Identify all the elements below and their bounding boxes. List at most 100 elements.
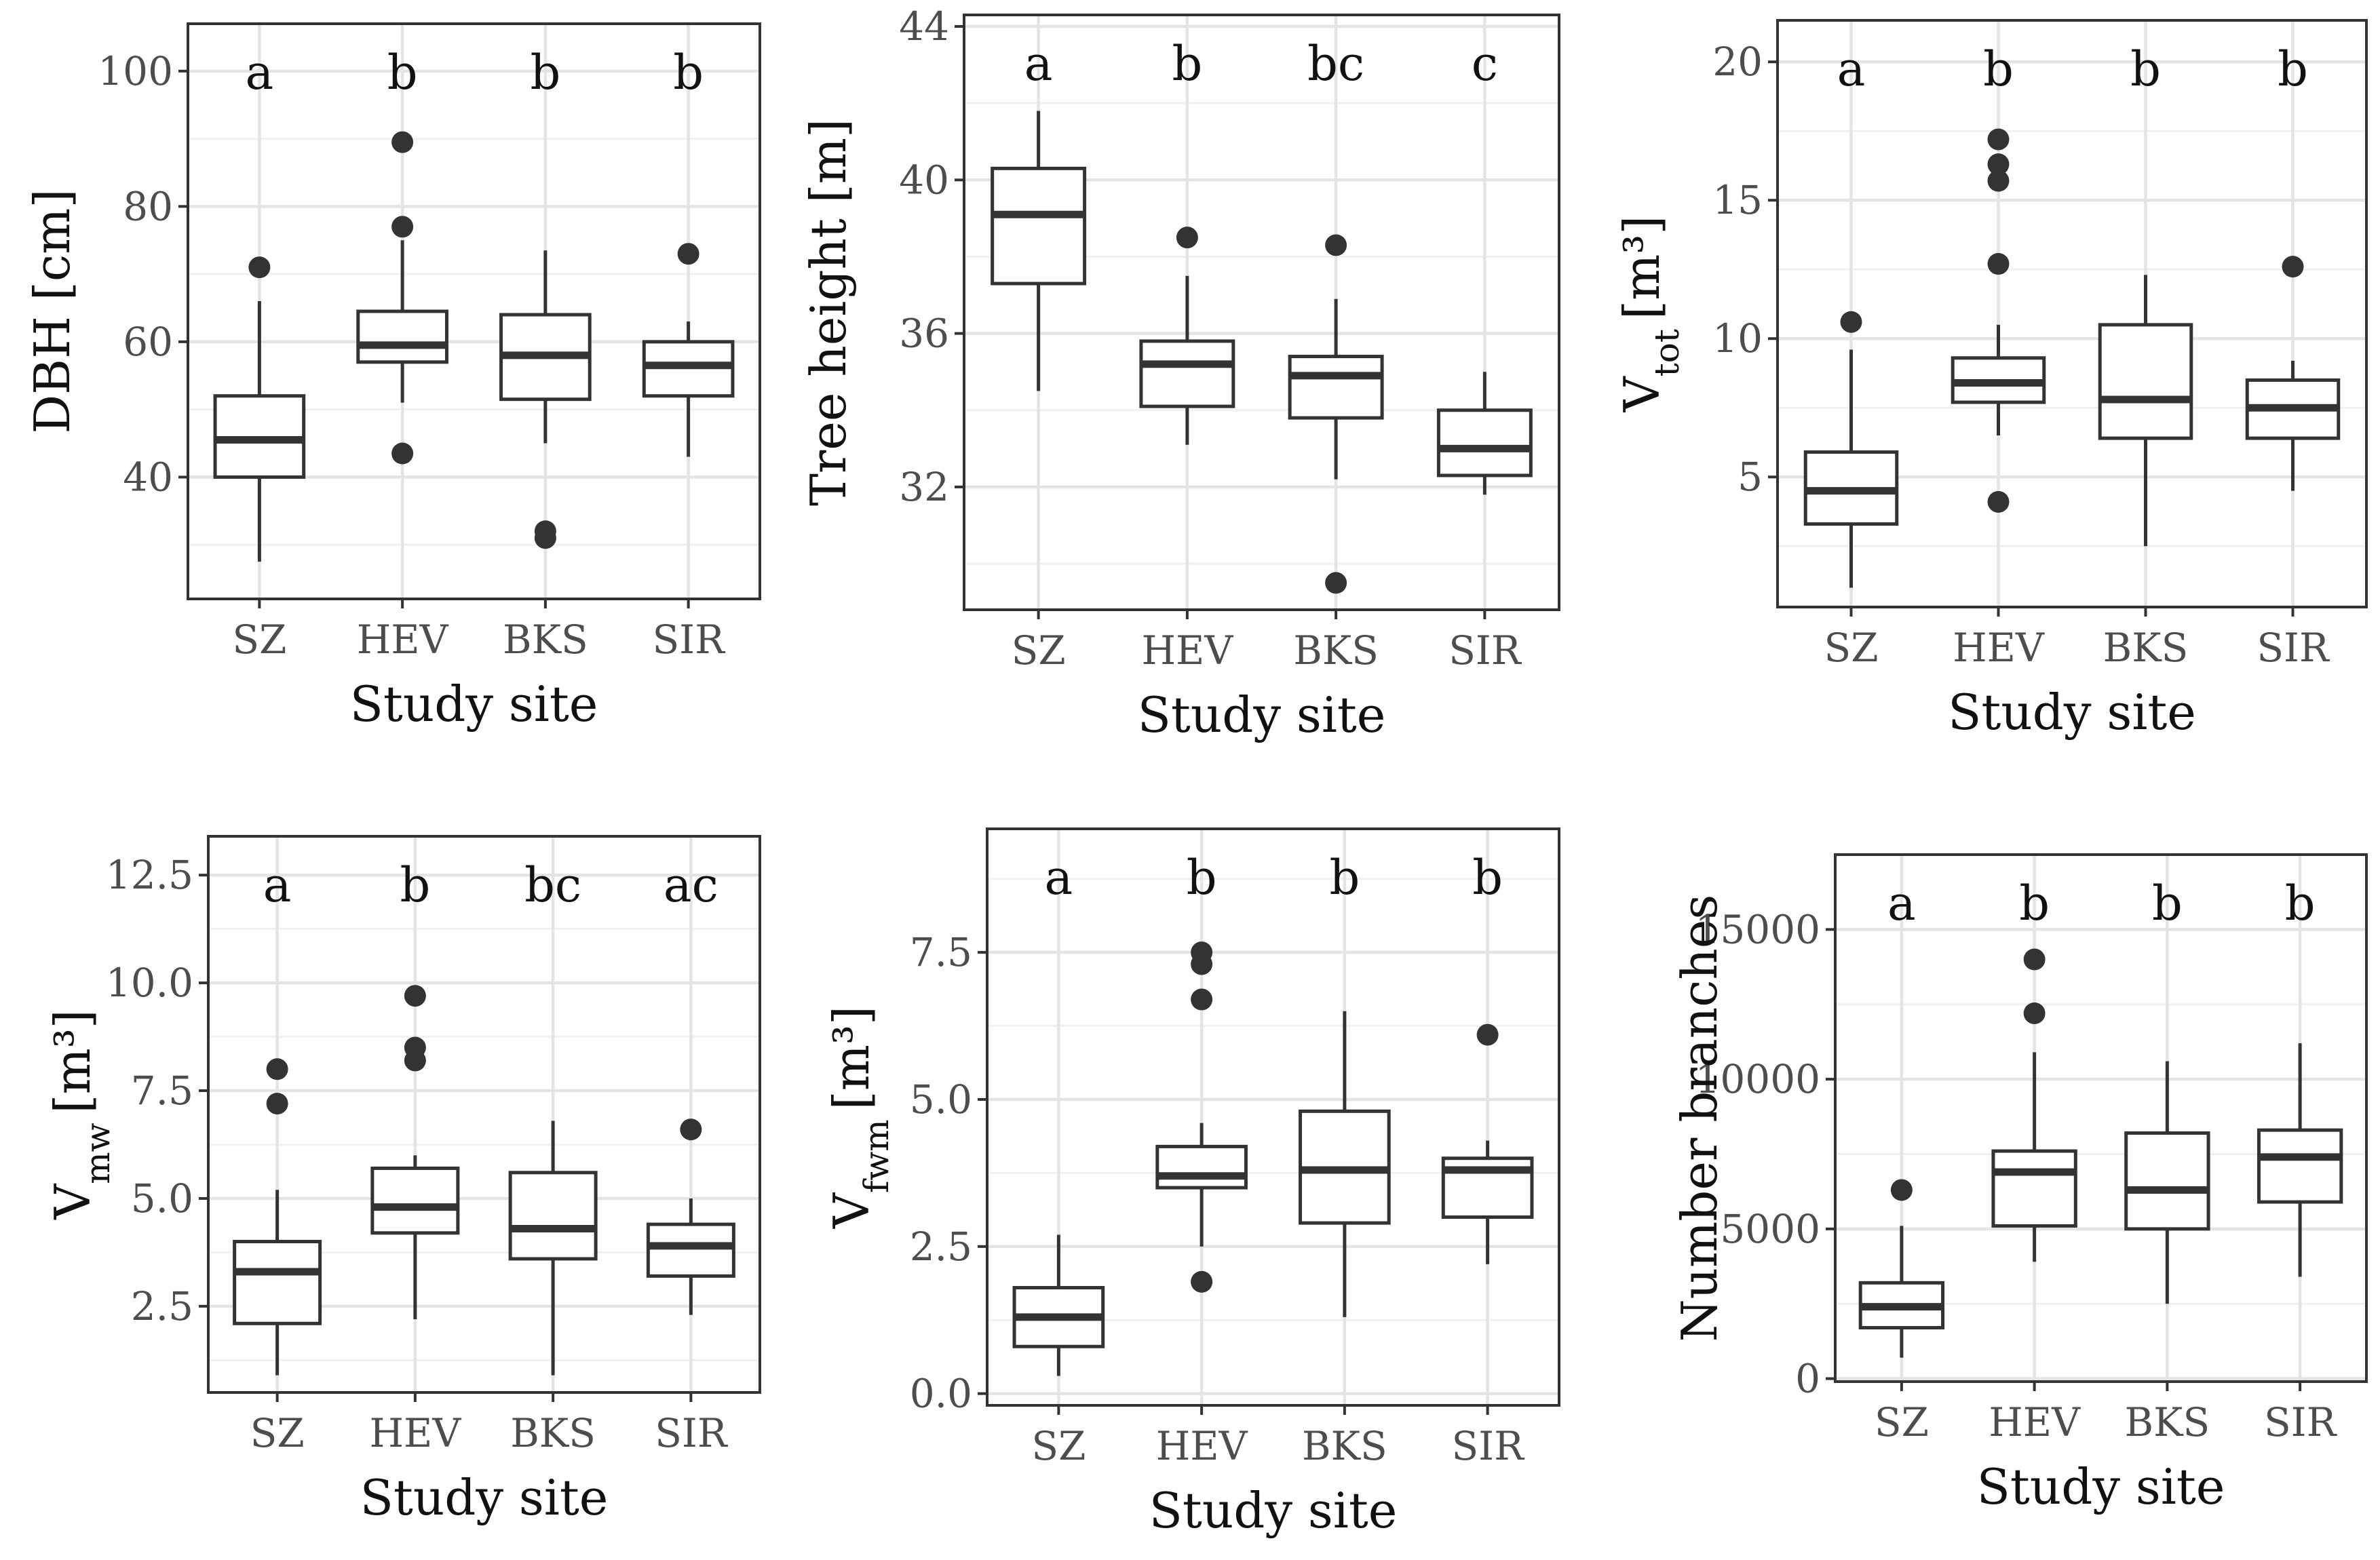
x-tick-label: HEV <box>1141 627 1233 674</box>
iqr-box <box>646 1222 735 1278</box>
significance-letter: b <box>1329 850 1360 905</box>
box-hev <box>1139 227 1235 445</box>
chart-panel-1: a b b b 40 60 80 100 SZ HEV BKS SIR Study site DBH [c… <box>24 22 761 733</box>
y-tick-label: 40 <box>123 454 173 500</box>
significance-letter: b <box>1172 36 1202 92</box>
panel-border <box>187 22 761 600</box>
x-tick-label: SZ <box>1875 1399 1929 1445</box>
outlier-point <box>2023 948 2046 971</box>
y-tick-label: 5 <box>1738 454 1763 500</box>
y-tick-label: 60 <box>123 319 173 365</box>
box-sir <box>2245 256 2341 491</box>
significance-letter: b <box>2152 876 2183 931</box>
panel-background <box>964 15 1559 610</box>
iqr-box <box>508 1171 598 1261</box>
x-tick-label: SZ <box>1824 625 1878 671</box>
y-axis-title-symbol: V <box>1613 375 1670 412</box>
iqr-box <box>2098 323 2193 440</box>
iqr-box <box>2124 1131 2210 1231</box>
y-tick-label: 15000 <box>1695 906 1820 952</box>
outlier-point <box>1325 234 1347 256</box>
box-sir <box>642 243 735 457</box>
panel-border <box>986 827 1560 1407</box>
y-axis-title: DBH [cm] <box>24 189 81 433</box>
chart-panel-3: a b b b 5 10 15 20 SZ HEV BKS SIR Study site Vtot [m³] <box>1613 19 2368 741</box>
y-tick-label: 7.5 <box>910 929 972 975</box>
y-tick-label: 15 <box>1712 177 1763 223</box>
box-sz <box>1803 311 1899 588</box>
chart-panel-6: a b b b 0 5000 10000 15000 SZ HEV BKS SIR Study site… <box>1671 853 2368 1515</box>
significance-letter: bc <box>1307 36 1364 92</box>
y-tick-label: 2.5 <box>910 1224 972 1270</box>
box-bks <box>508 1120 598 1376</box>
y-tick-label: 10 <box>1712 315 1763 362</box>
x-tick-label: SZ <box>1012 627 1066 674</box>
significance-letter: a <box>1887 876 1916 931</box>
iqr-box <box>1991 1149 2077 1228</box>
y-axis-title: Vmw [m³] <box>44 1009 117 1220</box>
y-tick-label: 10.0 <box>106 960 193 1006</box>
significance-letter: b <box>387 45 418 100</box>
y-axis-title-unit: [m³] <box>44 1009 101 1113</box>
x-axis-title: Study site <box>350 676 598 733</box>
x-axis-title: Study site <box>1977 1458 2225 1515</box>
outlier-point <box>1191 988 1213 1011</box>
significance-letter: b <box>2278 41 2308 97</box>
boxplot-panels: a b b b 40 60 80 100 SZ HEV BKS SIR Study site DBH [c… <box>24 3 2368 1539</box>
outlier-point <box>404 1036 426 1059</box>
y-tick-label: 20 <box>1712 39 1763 85</box>
iqr-box <box>991 166 1087 286</box>
box-sz <box>213 256 306 562</box>
significance-letter: b <box>530 45 560 100</box>
x-tick-label: BKS <box>2125 1399 2210 1445</box>
y-axis-title-symbol: V <box>44 1183 101 1220</box>
x-tick-label: SIR <box>655 1410 729 1456</box>
panel-background <box>188 24 760 599</box>
y-tick-label: 5.0 <box>910 1076 972 1123</box>
outlier-point <box>1476 1023 1499 1046</box>
y-tick-label: 2.5 <box>131 1283 193 1329</box>
box-bks <box>1288 234 1384 594</box>
outlier-point <box>1987 490 2010 513</box>
x-tick-label: HEV <box>1989 1399 2081 1445</box>
box-hev <box>1155 941 1248 1293</box>
outlier-point <box>391 131 414 153</box>
box-sir <box>1441 1023 1534 1264</box>
chart-panel-4: a b bc ac 2.5 5.0 7.5 10.0 12.5 SZ HEV BKS SIR Study … <box>44 835 761 1526</box>
y-axis-title: Vfwm [m³] <box>823 1006 896 1229</box>
box-sir <box>1436 372 1533 495</box>
iqr-box <box>356 309 448 364</box>
significance-letter: a <box>246 45 274 100</box>
outlier-point <box>266 1093 288 1115</box>
y-axis-title-subscript: tot <box>1647 329 1687 376</box>
significance-letter: a <box>263 857 292 913</box>
outlier-point <box>1176 227 1198 249</box>
outlier-point <box>1325 572 1347 594</box>
x-axis-title: Study site <box>360 1469 609 1526</box>
iqr-box <box>1139 339 1235 408</box>
y-tick-label: 10000 <box>1695 1056 1820 1102</box>
x-tick-label: BKS <box>503 617 588 663</box>
box-sir <box>646 1118 735 1315</box>
y-axis-title-subscript: fwm <box>857 1119 896 1193</box>
significance-letter: a <box>1024 36 1053 92</box>
y-tick-label: 80 <box>123 183 173 229</box>
x-tick-label: SZ <box>1031 1423 1086 1469</box>
x-axis-title: Study site <box>1149 1482 1398 1539</box>
y-axis-title: Vtot [m³] <box>1613 216 1687 413</box>
significance-letter: b <box>2285 876 2316 931</box>
panel-border <box>963 14 1560 611</box>
x-tick-label: SZ <box>250 1410 305 1456</box>
outlier-point <box>1191 1270 1213 1293</box>
significance-letter: a <box>1045 850 1073 905</box>
y-tick-label: 100 <box>98 48 173 94</box>
x-tick-label: SZ <box>232 617 286 663</box>
box-bks <box>2124 1061 2210 1304</box>
outlier-point <box>1987 153 2010 176</box>
outlier-point <box>680 1118 702 1141</box>
chart-panel-5: a b b b 0.0 2.5 5.0 7.5 SZ HEV BKS SIR Study site Vfw… <box>823 827 1560 1539</box>
significance-letter: ac <box>664 857 718 913</box>
y-axis-title-unit: [m³] <box>823 1006 880 1110</box>
outlier-point <box>1987 253 2010 275</box>
